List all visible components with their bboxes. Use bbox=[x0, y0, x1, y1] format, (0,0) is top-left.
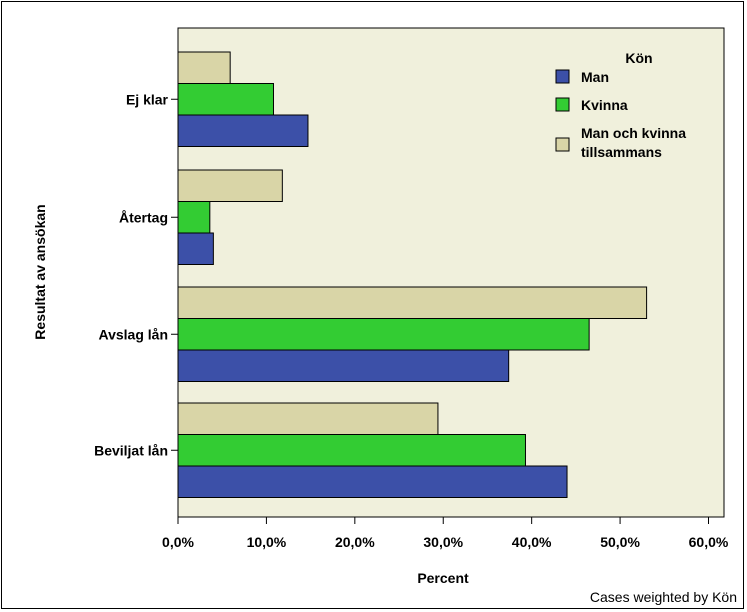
bar bbox=[177, 51, 231, 84]
legend-label-man: Man bbox=[581, 69, 609, 85]
footnote: Cases weighted by Kön bbox=[590, 589, 737, 605]
x-tick-label: 10,0% bbox=[247, 534, 287, 550]
category-label: Avslag lån bbox=[98, 326, 168, 342]
x-tick-label: 0,0% bbox=[162, 534, 194, 550]
legend-label-together-line1: Man och kvinna bbox=[581, 125, 686, 141]
x-axis: 0,0% 10,0% 20,0% 30,0% 40,0% 50,0% 60,0% bbox=[162, 517, 729, 550]
bar bbox=[177, 201, 211, 234]
bar bbox=[177, 83, 274, 116]
x-tick-label: 50,0% bbox=[600, 534, 640, 550]
x-tick-label: 40,0% bbox=[512, 534, 552, 550]
bars-group bbox=[177, 51, 648, 498]
x-tick-label: 30,0% bbox=[423, 534, 463, 550]
legend-swatch-man bbox=[555, 69, 570, 84]
category-label: Beviljat lån bbox=[94, 442, 168, 458]
legend-label-kvinna: Kvinna bbox=[581, 97, 628, 113]
bar bbox=[177, 349, 510, 382]
bar bbox=[177, 402, 439, 435]
bar bbox=[177, 434, 526, 467]
legend-label-together-line2: tillsammans bbox=[581, 144, 662, 160]
legend-swatch-kvinna bbox=[555, 97, 570, 112]
bar bbox=[177, 465, 568, 498]
legend: Kön Man Kvinna Man och kvinna tillsamman… bbox=[555, 50, 686, 160]
bar bbox=[177, 318, 590, 351]
bar bbox=[177, 169, 283, 202]
x-tick-label: 20,0% bbox=[335, 534, 375, 550]
x-tick-label: 60,0% bbox=[689, 534, 729, 550]
legend-swatch-together bbox=[555, 137, 570, 152]
category-axis: Ej klar Återtag Avslag lån Beviljat lån bbox=[94, 91, 178, 458]
legend-title: Kön bbox=[625, 50, 652, 66]
category-label: Återtag bbox=[119, 209, 168, 225]
bar bbox=[177, 286, 648, 319]
category-label: Ej klar bbox=[126, 91, 169, 107]
y-axis-label: Resultat av ansökan bbox=[32, 204, 48, 339]
bar bbox=[177, 114, 309, 147]
bar bbox=[177, 232, 214, 265]
x-axis-label: Percent bbox=[417, 570, 469, 586]
